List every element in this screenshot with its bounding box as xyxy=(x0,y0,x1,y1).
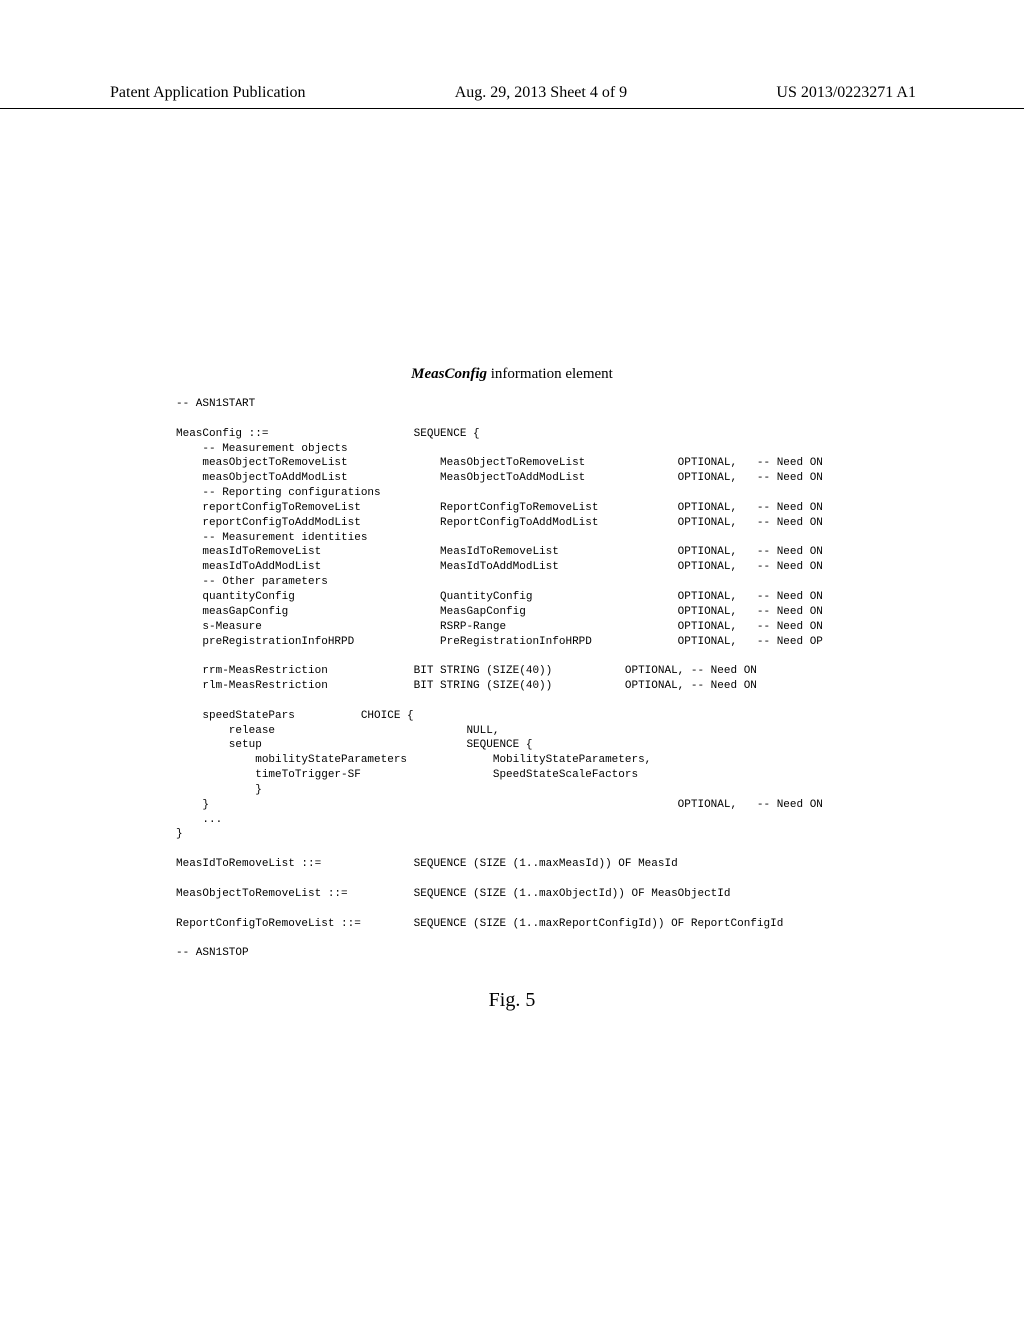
asn-code-block: -- ASN1START MeasConfig ::= SEQUENCE { -… xyxy=(176,397,1024,961)
element-title: MeasConfig information element xyxy=(0,366,1024,383)
figure-caption: Fig. 5 xyxy=(0,989,1024,1012)
title-rest: information element xyxy=(487,366,613,382)
header-right: US 2013/0223271 A1 xyxy=(776,84,916,102)
page-header: Patent Application Publication Aug. 29, … xyxy=(0,0,1024,109)
header-left: Patent Application Publication xyxy=(110,84,306,102)
header-center: Aug. 29, 2013 Sheet 4 of 9 xyxy=(455,84,627,102)
title-italic: MeasConfig xyxy=(411,366,487,382)
